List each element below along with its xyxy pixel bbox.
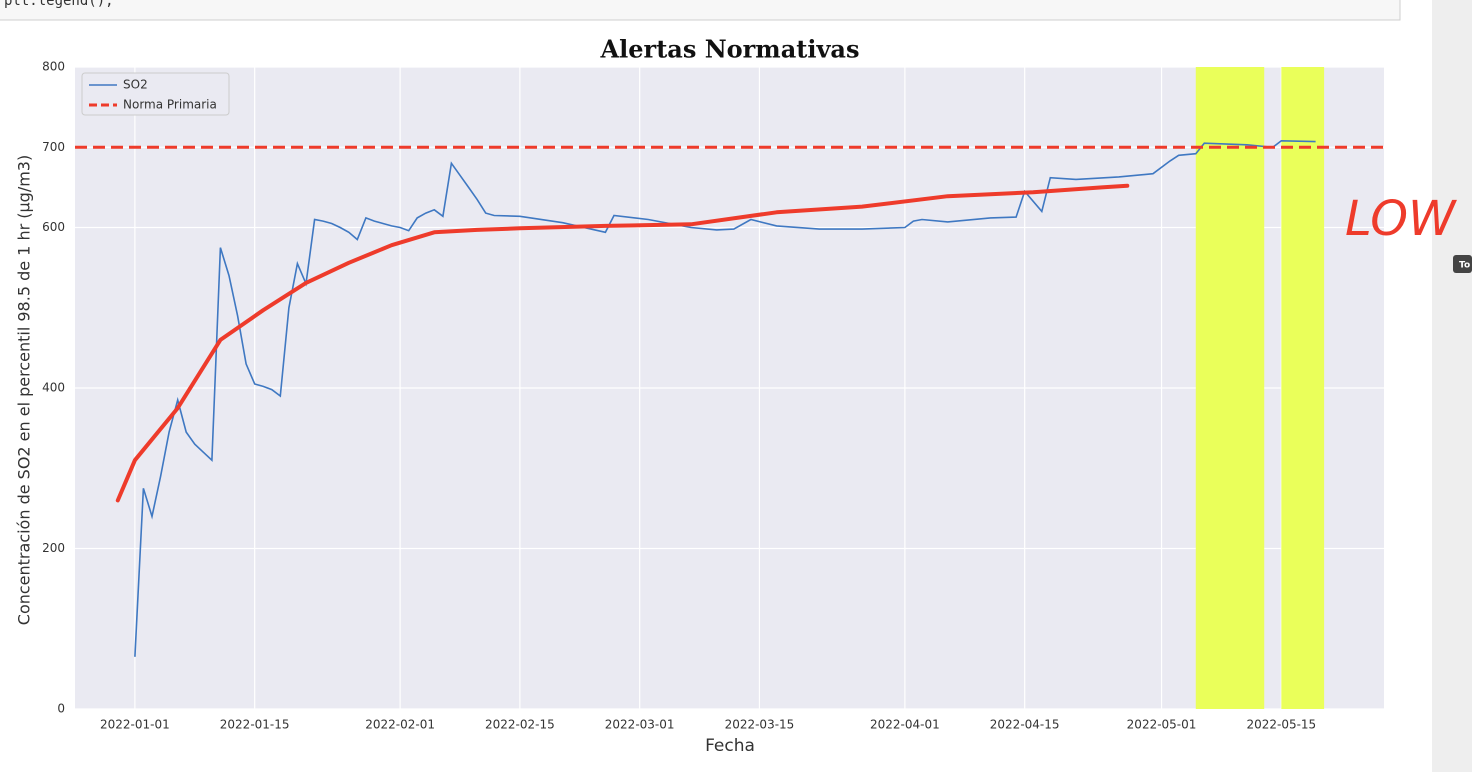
highlight-span	[1195, 67, 1265, 709]
x-tick-label: 2022-03-15	[725, 718, 795, 732]
highlight-span	[1281, 67, 1325, 709]
x-tick-label: 2022-01-15	[220, 718, 290, 732]
x-axis-label: Fecha	[705, 736, 755, 756]
ink-curve	[115, 183, 1130, 503]
legend-label: Norma Primaria	[123, 98, 217, 112]
legend-box	[81, 72, 230, 116]
y-axis-label: Concentración de SO2 en el percentil 98.…	[15, 155, 34, 625]
side-panel	[1432, 0, 1472, 772]
x-tick-label: 2022-01-01	[100, 718, 170, 732]
series-line	[134, 139, 1316, 657]
side-badge: To	[1459, 261, 1470, 271]
x-tick-label: 2022-02-15	[485, 718, 555, 732]
code-line: plt.legend();	[4, 0, 114, 9]
x-tick-label: 2022-05-15	[1246, 718, 1316, 732]
side-badge-box	[1453, 255, 1472, 273]
x-tick-label: 2022-05-01	[1127, 718, 1197, 732]
x-tick-label: 2022-04-15	[990, 718, 1060, 732]
ink-annotation: LOW	[1345, 191, 1457, 247]
legend-label: SO2	[123, 78, 148, 92]
x-tick-label: 2022-03-01	[605, 718, 675, 732]
code-cell	[0, 0, 1401, 21]
x-tick-label: 2022-04-01	[870, 718, 940, 732]
y-tick-label: 400	[42, 381, 65, 395]
y-tick-label: 600	[42, 220, 65, 234]
y-tick-label: 0	[57, 702, 65, 716]
chart-title: Alertas Normativas	[600, 35, 860, 64]
y-tick-label: 800	[42, 60, 65, 74]
y-tick-label: 200	[42, 541, 65, 555]
y-tick-label: 700	[42, 140, 65, 154]
x-tick-label: 2022-02-01	[365, 718, 435, 732]
